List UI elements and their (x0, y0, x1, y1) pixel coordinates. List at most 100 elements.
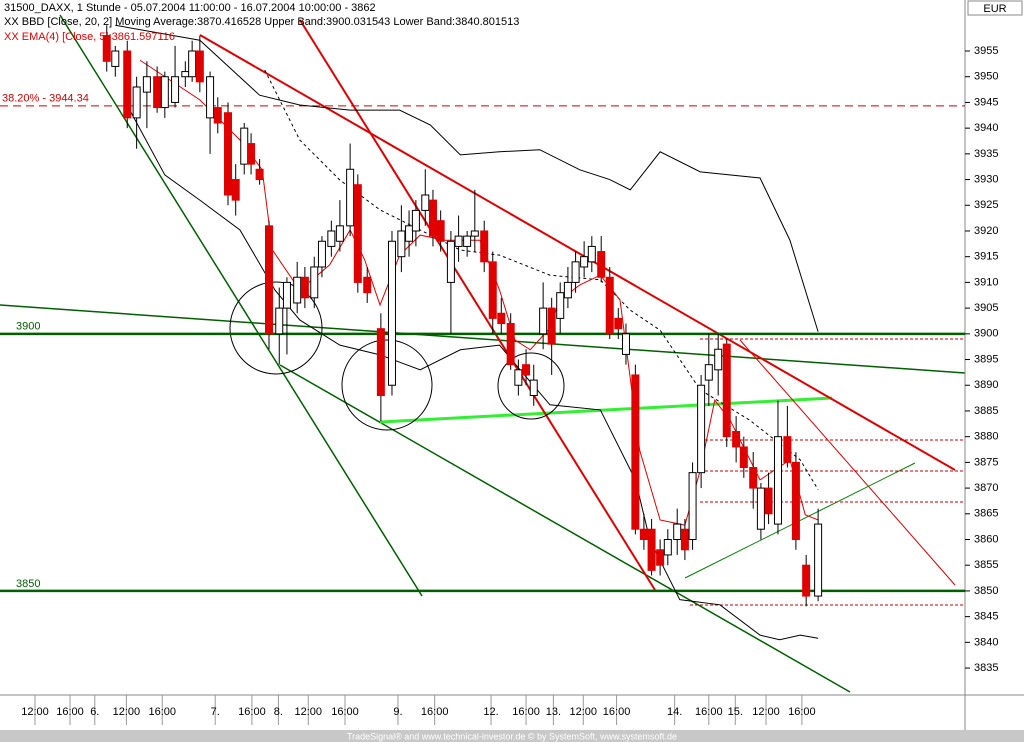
annotation-label: 38.20% - 3944.34 (2, 93, 89, 105)
candle-body (814, 523, 823, 597)
candle-body (275, 307, 284, 335)
x-tick-label: 15. (728, 706, 743, 718)
trendline (59, 14, 423, 597)
candle-body (506, 323, 515, 366)
candle-body (454, 235, 463, 247)
candle-body (446, 240, 455, 283)
candle-body (587, 245, 596, 263)
circle-marker (229, 281, 323, 375)
y-tick-label: 3955 (974, 45, 998, 57)
y-tick-label: 3850 (974, 585, 998, 597)
x-tick-label: 16:00 (331, 706, 359, 718)
candle-body (571, 261, 580, 283)
y-tick-label: 3900 (974, 328, 998, 340)
x-tick-label: 12:00 (570, 706, 598, 718)
candle-body (580, 256, 589, 268)
y-tick-label: 3855 (974, 559, 998, 571)
y-tick-label: 3880 (974, 431, 998, 443)
y-tick-label: 3930 (974, 173, 998, 185)
y-tick-label: 3940 (974, 122, 998, 134)
x-tick-label: 12:00 (113, 706, 141, 718)
candle-body (621, 333, 630, 355)
trendline (279, 364, 851, 693)
y-tick-label: 3890 (974, 379, 998, 391)
candle-body (300, 276, 309, 299)
candle-body (514, 369, 523, 386)
candle-body (722, 343, 731, 438)
candle-body (293, 276, 302, 304)
candle-body (153, 76, 162, 109)
y-tick-label: 3945 (974, 96, 998, 108)
candle-body (421, 194, 430, 211)
candle-body (102, 35, 111, 62)
candle-body (522, 364, 531, 376)
footer: TradeSignal® and www.technical-investor.… (347, 731, 677, 741)
x-tick-label: 16:00 (238, 706, 266, 718)
candle-body (363, 276, 372, 294)
x-tick-label: 16:00 (56, 706, 84, 718)
candle-body (188, 50, 197, 78)
candle-body (310, 266, 319, 299)
candle-body (688, 472, 697, 541)
candle-body (488, 261, 497, 319)
candle-body (802, 564, 811, 597)
y-tick-label: 3870 (974, 482, 998, 494)
candle-body (597, 251, 606, 278)
y-tick-label: 3935 (974, 148, 998, 160)
x-tick-label: 16:00 (695, 706, 723, 718)
annotation-label: 3850 (16, 578, 40, 590)
candle-body (231, 179, 240, 201)
candle-body (714, 348, 723, 371)
candle-body (704, 364, 713, 381)
candle-body (213, 107, 222, 124)
x-tick-label: 13. (546, 706, 561, 718)
candle-body (605, 276, 614, 335)
candle-body (195, 50, 204, 83)
trendline (379, 396, 833, 424)
y-tick-label: 3835 (974, 662, 998, 674)
x-tick-label: 12. (483, 706, 498, 718)
currency-box (967, 0, 1023, 16)
y-tick-label: 3915 (974, 251, 998, 263)
candle-body (463, 235, 472, 247)
x-tick-label: 16:00 (788, 706, 816, 718)
candle-body (639, 528, 648, 541)
candle-body (773, 436, 782, 525)
circle-marker (497, 352, 565, 420)
x-tick-label: 8. (274, 706, 283, 718)
candle-body (749, 467, 758, 489)
candle-body (132, 86, 141, 119)
candle-body (764, 487, 773, 515)
candle-body (142, 76, 151, 93)
candle-body (353, 184, 362, 283)
candle-body (783, 436, 792, 463)
chart-title: 31500_DAXX, 1 Stunde - 05.07.2004 11:00:… (4, 2, 376, 14)
candle-body (282, 281, 291, 309)
x-tick-label: 16:00 (603, 706, 631, 718)
candle-body (563, 281, 572, 299)
candle-body (123, 50, 132, 119)
candle-body (405, 225, 414, 242)
x-tick-label: 16:00 (512, 706, 540, 718)
y-tick-label: 3860 (974, 533, 998, 545)
candle-body (732, 431, 741, 448)
x-tick-label: 7. (211, 706, 220, 718)
circle-marker (341, 339, 433, 431)
x-tick-label: 16:00 (148, 706, 176, 718)
x-tick-label: 12:00 (295, 706, 323, 718)
candle-body (791, 461, 800, 541)
candle-body (224, 112, 233, 196)
x-tick-label: 14. (667, 706, 682, 718)
candle-body (160, 76, 169, 109)
upper-band (115, 24, 819, 332)
y-tick-label: 3845 (974, 611, 998, 623)
footer-bar (0, 730, 1024, 742)
y-tick-label: 3865 (974, 508, 998, 520)
candle-body (346, 168, 355, 227)
candle-body (397, 230, 406, 258)
y-tick-label: 3885 (974, 405, 998, 417)
y-tick-label: 3920 (974, 225, 998, 237)
y-tick-label: 3950 (974, 71, 998, 83)
y-tick-label: 3905 (974, 302, 998, 314)
level-lines (690, 338, 965, 606)
